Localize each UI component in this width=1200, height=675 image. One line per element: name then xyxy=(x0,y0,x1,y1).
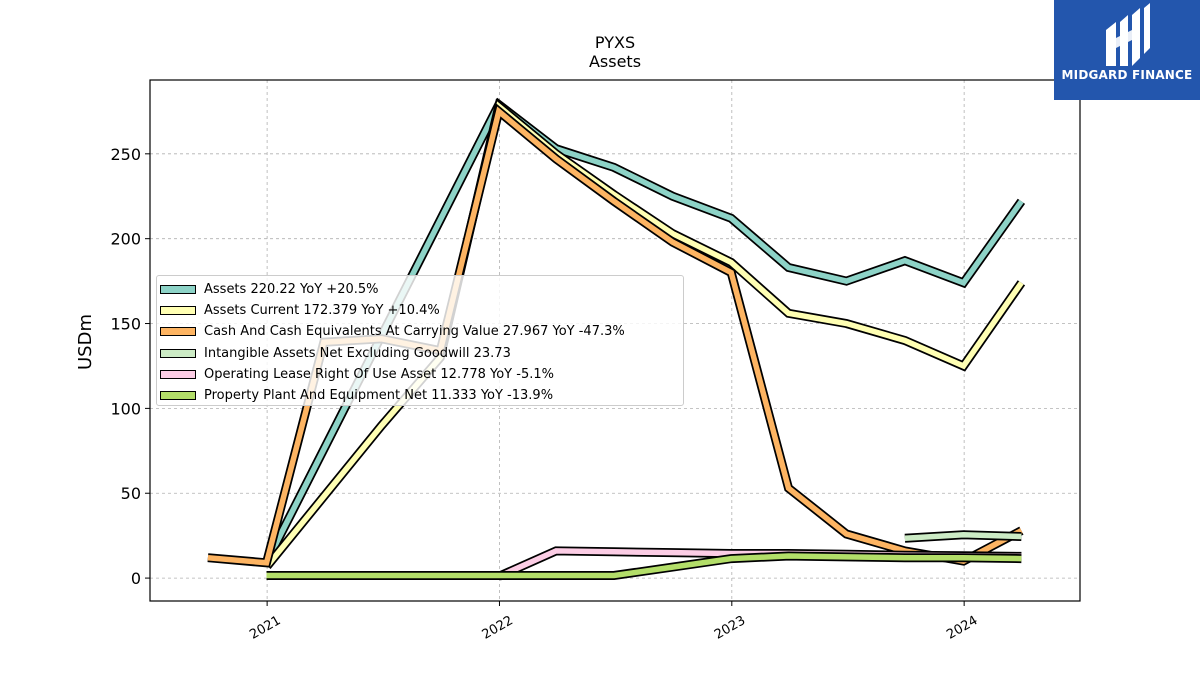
y-tick-label: 150 xyxy=(110,315,141,334)
legend-swatch xyxy=(160,327,196,337)
x-tick-label: 2024 xyxy=(944,613,980,643)
legend-item: Property Plant And Equipment Net 11.333 … xyxy=(160,385,683,406)
series-line xyxy=(904,532,1022,541)
chart-title: PYXS xyxy=(595,33,635,52)
x-tick-label: 2022 xyxy=(480,613,516,643)
x-axis: 2021 2022 2023 2024 xyxy=(247,601,980,643)
legend-label: Intangible Assets Net Excluding Goodwill… xyxy=(204,345,511,361)
y-tick-label: 100 xyxy=(110,399,141,418)
y-tick-label: 250 xyxy=(110,145,141,164)
legend-swatch xyxy=(160,306,196,316)
y-axis-label: USDm xyxy=(75,314,96,370)
plot-frame xyxy=(149,79,1081,602)
series-3 xyxy=(904,530,1022,543)
series-line xyxy=(266,553,1022,579)
brand-name: MIDGARD FINANCE xyxy=(1061,68,1193,82)
brand-logo: MIDGARD FINANCE xyxy=(1054,0,1200,100)
legend-label: Operating Lease Right Of Use Asset 12.77… xyxy=(204,366,554,382)
midgard-logo-icon xyxy=(1106,3,1150,66)
legend: Assets 220.22 YoY +20.5% Assets Current 1… xyxy=(156,275,684,406)
legend-swatch xyxy=(160,369,196,379)
x-tick-label: 2023 xyxy=(712,613,748,643)
x-tick-label: 2021 xyxy=(247,613,283,643)
legend-swatch xyxy=(160,348,196,358)
legend-label: Assets 220.22 YoY +20.5% xyxy=(204,282,379,298)
y-axis: 0 50 100 150 200 250 xyxy=(110,145,150,588)
legend-label: Property Plant And Equipment Net 11.333 … xyxy=(204,388,554,404)
legend-label: Assets Current 172.379 YoY +10.4% xyxy=(204,303,440,319)
legend-swatch xyxy=(160,391,196,401)
y-tick-label: 0 xyxy=(131,569,141,588)
legend-swatch xyxy=(160,285,196,295)
y-tick-label: 200 xyxy=(110,230,141,249)
chart-subtitle: Assets xyxy=(589,52,641,71)
legend-item: Intangible Assets Net Excluding Goodwill… xyxy=(160,343,683,364)
legend-item: Assets Current 172.379 YoY +10.4% xyxy=(160,300,683,321)
legend-label: Cash And Cash Equivalents At Carrying Va… xyxy=(204,324,625,340)
legend-item: Operating Lease Right Of Use Asset 12.77… xyxy=(160,364,683,385)
legend-item: Assets 220.22 YoY +20.5% xyxy=(160,279,683,300)
y-tick-label: 50 xyxy=(121,484,141,503)
series-5 xyxy=(266,551,1022,580)
legend-item: Cash And Cash Equivalents At Carrying Va… xyxy=(160,321,683,342)
